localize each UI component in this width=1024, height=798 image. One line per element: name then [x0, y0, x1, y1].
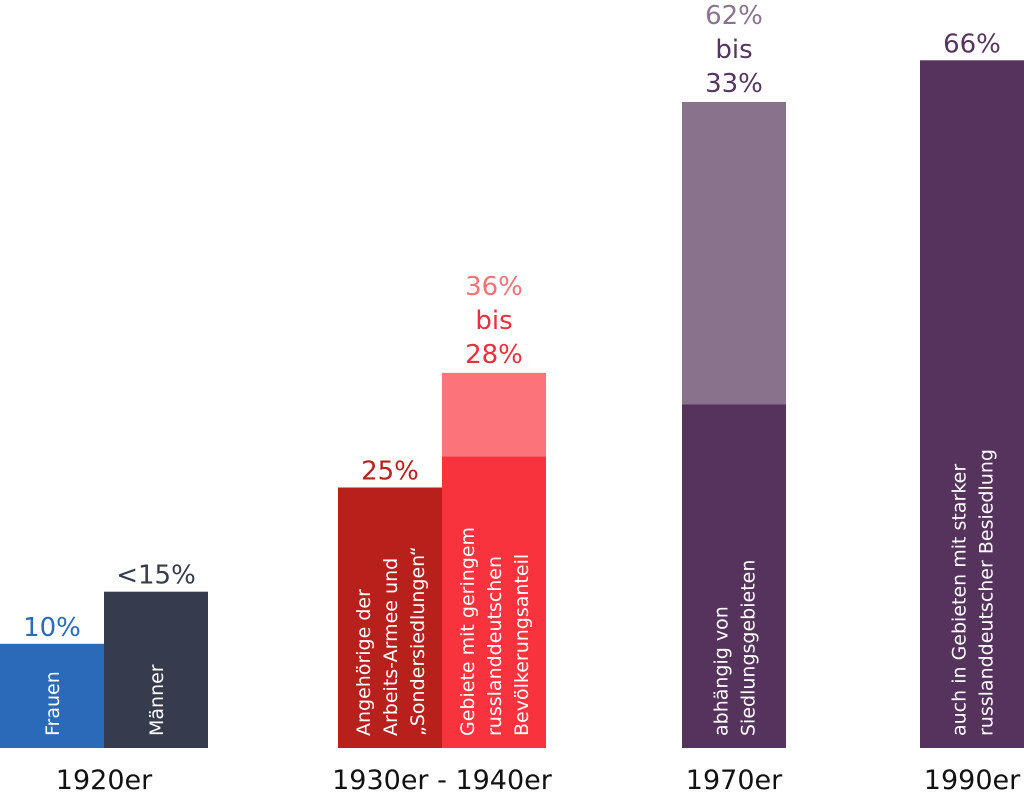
bar-3-value-label: bis — [475, 306, 512, 336]
bar-1-inside-label-line: Männer — [146, 664, 168, 736]
category-label-1: 1930er - 1940er — [332, 765, 553, 796]
bar-2-inside-label-line: „Sondersiedlungen“ — [407, 546, 429, 736]
bar-2-inside-label: Angehörige der Arbeits-Armee und „Sondersi… — [353, 546, 429, 736]
bar-4-inside-label-line: Siedlungsgebieten — [738, 560, 760, 736]
bar-1-inside-label: Männer — [146, 664, 168, 736]
bar-5-value-label: 66% — [943, 29, 1001, 59]
bars-layer — [0, 60, 1024, 748]
bar-5-segment-0 — [920, 60, 1024, 748]
bar-5-inside-label: auch in Gebieten mit starker russlanddeut… — [949, 449, 998, 736]
bar-3-segment-1 — [442, 372, 546, 457]
bar-3-value-label: 36% — [465, 272, 523, 302]
bar-4-segment-1 — [682, 101, 786, 405]
bar-4-value-label: 62% — [705, 1, 763, 31]
bar-2-value-label: 25% — [361, 457, 419, 487]
bar-4-value-label: 33% — [705, 69, 763, 99]
bar-3-inside-label-line: russlanddeutschen — [484, 556, 506, 736]
bar-0-inside-label-line: Frauen — [42, 671, 64, 736]
bar-4-segment-0 — [682, 404, 786, 748]
labels-layer: Frauen 10% Männer <15% Angehörige der Arbeits… — [23, 1, 1001, 736]
bar-3-inside-label: Gebiete mit geringem russlanddeutschen Bev… — [457, 527, 533, 736]
bar-5-inside-label-line: russlanddeutscher Besiedlung — [976, 449, 998, 736]
category-label-2: 1970er — [686, 765, 783, 796]
bar-2-inside-label-line: Angehörige der — [353, 589, 375, 736]
bar-3-inside-label-line: Gebiete mit geringem — [457, 527, 479, 736]
bar-3-value-label: 28% — [465, 340, 523, 370]
category-label-0: 1920er — [56, 765, 153, 796]
bar-3-inside-label-line: Bevölkerungsanteil — [511, 554, 533, 736]
bar-1-value-label: <15% — [116, 561, 196, 591]
category-labels: 1920er 1930er - 1940er 1970er 1990er — [56, 765, 1021, 796]
bar-1-segment-0 — [104, 591, 208, 748]
bar-4-value-label: bis — [715, 35, 752, 65]
bar-5-inside-label-line: auch in Gebieten mit starker — [949, 464, 971, 736]
bar-0-segment-0 — [0, 643, 104, 748]
category-label-3: 1990er — [924, 765, 1021, 796]
bar-4-inside-label: abhängig von Siedlungsgebieten — [711, 560, 760, 736]
bar-0-inside-label: Frauen — [42, 671, 64, 736]
bar-3-segment-0 — [442, 456, 546, 748]
bar-0-value-label: 10% — [23, 613, 81, 643]
bar-2-inside-label-line: Arbeits-Armee und — [380, 558, 402, 736]
bar-2-segment-0 — [338, 487, 442, 748]
bar-4-inside-label-line: abhängig von — [711, 606, 733, 736]
